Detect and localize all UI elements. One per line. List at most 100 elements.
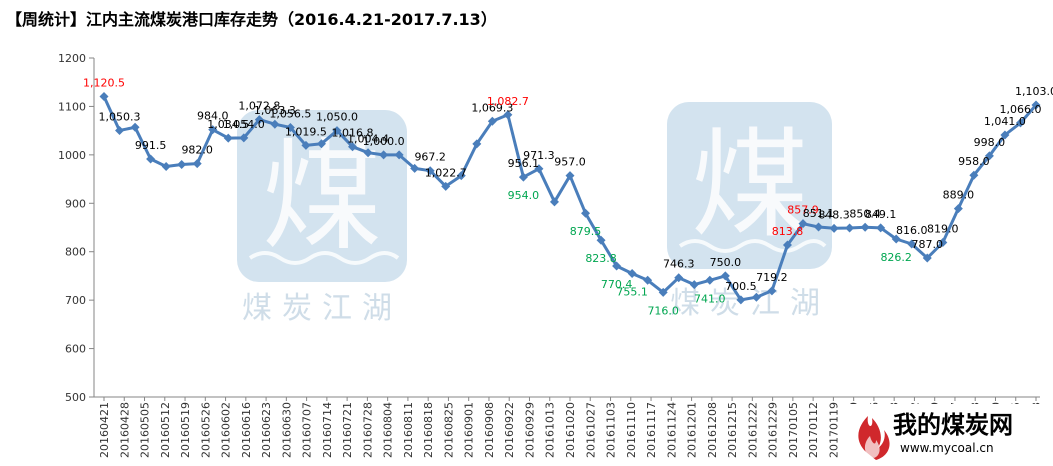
data-label: 982.0: [181, 144, 213, 157]
data-point: [627, 268, 637, 278]
data-point: [394, 150, 404, 160]
data-label: 850.4: [849, 207, 881, 220]
data-point: [814, 222, 824, 232]
watermark: 煤 煤炭江湖 煤 煤炭江湖: [237, 102, 832, 326]
x-tick-label: 20160519: [179, 402, 192, 458]
data-point: [1000, 130, 1010, 140]
data-point: [115, 125, 125, 135]
data-point: [767, 286, 777, 296]
y-tick-label: 600: [65, 343, 86, 356]
data-label: 1,082.7: [487, 95, 529, 108]
y-axis-ticks: 500 600 700 800 900 1000 1100 1200: [58, 52, 94, 404]
x-tick-label: 20160421: [98, 402, 111, 458]
data-point: [549, 197, 559, 207]
data-label: 984.0: [197, 110, 229, 123]
data-point: [254, 115, 264, 125]
data-point: [208, 125, 218, 135]
data-point: [938, 238, 948, 248]
data-label: 1,004.4: [347, 133, 389, 146]
data-label: 1,050.3: [99, 110, 141, 123]
data-point: [720, 271, 730, 281]
x-tick-label: 20170105: [787, 402, 800, 458]
data-label: 1,041.0: [984, 115, 1026, 128]
data-point: [99, 92, 109, 102]
data-point: [876, 223, 886, 233]
y-tick-label: 500: [65, 391, 86, 404]
data-label: 991.5: [135, 139, 167, 152]
x-tick-label: 20160630: [280, 402, 293, 458]
data-point: [922, 253, 932, 263]
data-point: [379, 150, 389, 160]
watermark-text-left: 煤炭江湖: [242, 291, 402, 326]
data-point: [1015, 118, 1025, 128]
data-label: 857.9: [787, 204, 819, 217]
data-label: 1,016.8: [332, 127, 374, 140]
data-label: 954.0: [508, 189, 540, 202]
data-label: 741.0: [694, 292, 726, 305]
data-label: 1,054.0: [223, 118, 265, 131]
x-tick-label: 20161020: [564, 402, 577, 458]
x-tick-label: 20160908: [483, 402, 496, 458]
data-label: 1,056.5: [269, 107, 311, 120]
x-tick-label: 20161117: [645, 402, 658, 458]
x-tick-label: 20160526: [199, 402, 212, 458]
x-tick-label: 20160616: [240, 402, 253, 458]
chart-title: 【周统计】江内主流煤炭港口库存走势（2016.4.21-2017.7.13）: [6, 10, 497, 29]
data-point: [301, 140, 311, 150]
data-point: [907, 239, 917, 249]
data-point: [736, 295, 746, 305]
data-point: [534, 164, 544, 174]
data-point: [705, 275, 715, 285]
x-tick-label: 20160714: [321, 402, 334, 458]
data-point: [782, 240, 792, 250]
data-label: 998.0: [974, 136, 1006, 149]
y-tick-label: 1200: [58, 52, 86, 65]
data-label: 816.0: [896, 224, 928, 237]
data-point: [503, 110, 513, 120]
data-label: 1,022.7: [425, 166, 467, 179]
data-point: [751, 292, 761, 302]
data-point: [192, 159, 202, 169]
y-tick-label: 800: [65, 246, 86, 259]
flame-icon-inner: [864, 436, 880, 458]
x-tick-label: 20170112: [807, 402, 820, 458]
data-point: [425, 166, 435, 176]
data-point: [612, 261, 622, 271]
data-point: [596, 235, 606, 245]
data-label: 1,072.8: [238, 100, 280, 113]
x-tick-label: 20160428: [118, 402, 131, 458]
data-point: [239, 133, 249, 143]
x-tick-label: 20161201: [686, 402, 699, 458]
data-label: 719.2: [756, 271, 788, 284]
x-tick-label: 20160728: [361, 402, 374, 458]
data-label: 716.0: [647, 304, 679, 317]
data-label: 1,050.0: [316, 111, 358, 124]
data-label: 848.3: [818, 208, 850, 221]
brand-text: 我的煤炭网: [893, 411, 1013, 439]
data-point: [1031, 100, 1041, 110]
data-point: [332, 126, 342, 136]
data-point: [146, 154, 156, 164]
data-label: 958.0: [958, 155, 990, 168]
data-point: [410, 163, 420, 173]
data-label: 957.0: [554, 156, 586, 169]
data-point: [845, 223, 855, 233]
data-point: [177, 160, 187, 170]
data-label: 787.0: [912, 238, 944, 251]
data-point: [518, 172, 528, 182]
data-label: 1,063.3: [254, 104, 296, 117]
data-point: [984, 151, 994, 161]
data-label: 879.5: [570, 225, 602, 238]
x-tick-label: 20160505: [139, 402, 152, 458]
data-point: [270, 119, 280, 129]
data-label: 819.0: [927, 223, 959, 236]
data-label: 1,069.3: [471, 101, 513, 114]
y-tick-label: 1000: [58, 149, 86, 162]
data-point: [441, 181, 451, 191]
data-label: 746.3: [663, 258, 695, 271]
x-tick-label: 20160825: [442, 402, 455, 458]
x-tick-label: 20161027: [584, 402, 597, 458]
data-label: 823.8: [585, 252, 617, 265]
